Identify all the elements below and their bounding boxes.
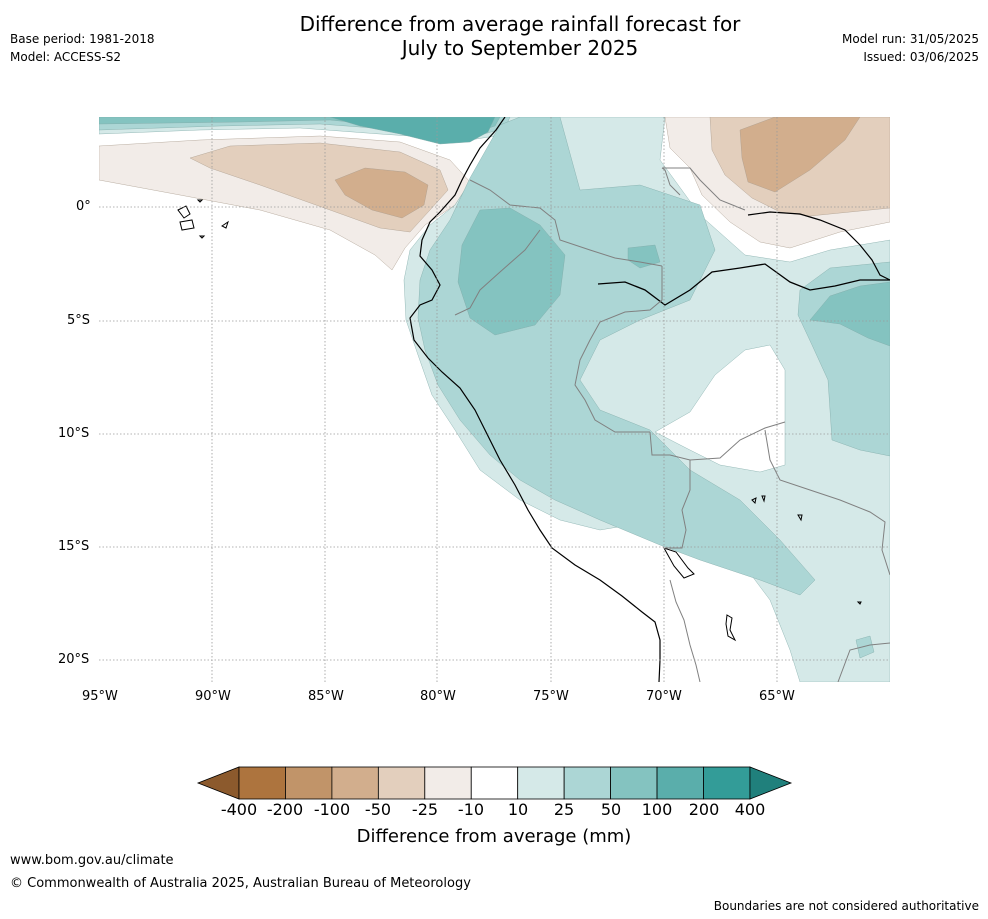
contour-east-50 <box>809 281 890 347</box>
lat-label-20s: 20°S <box>58 652 90 667</box>
disclaimer-text: Boundaries are not considered authoritat… <box>713 899 979 913</box>
colorbar-extension-high <box>749 766 793 800</box>
colorbar-bin <box>703 766 751 800</box>
colorbar-tick-label: 100 <box>641 800 673 819</box>
lat-label-10s: 10°S <box>58 426 90 441</box>
contour-north-band-100 <box>329 117 496 145</box>
colorbar-bin <box>424 766 472 800</box>
colorbar-tick-label: -10 <box>457 800 485 819</box>
colorbar-tick-label: 400 <box>734 800 766 819</box>
caribbean-coastline <box>747 211 890 281</box>
colorbar-tick-label: -200 <box>266 800 304 819</box>
contour-ocean-dry-50 <box>334 167 429 219</box>
contour-northeast-dry-50 <box>739 117 861 193</box>
colorbar-bin <box>377 766 426 800</box>
map-title-line1: Difference from average rainfall forecas… <box>299 12 741 36</box>
colorbar-bin <box>517 766 565 800</box>
map-title-line2: July to September 2025 <box>401 36 639 60</box>
colorbar-tick-label: 200 <box>688 800 720 819</box>
amazon-river <box>597 263 890 306</box>
colorbar-bin <box>610 766 658 800</box>
contour-south-patch <box>855 635 875 659</box>
contour-land-50 <box>457 207 566 336</box>
lon-label-65w: 65°W <box>759 689 795 704</box>
colorbar-tick-label: -25 <box>411 800 439 819</box>
map-title: Difference from average rainfall forecas… <box>190 12 850 60</box>
lat-label-5s: 5°S <box>67 313 91 328</box>
colorbar <box>196 766 793 800</box>
colorbar-tick-label: 50 <box>600 800 622 819</box>
issued-text: Issued: 03/06/2025 <box>863 50 979 64</box>
colorbar-title: Difference from average (mm) <box>356 826 632 847</box>
colorbar-bin <box>238 766 286 800</box>
base-period-text: Base period: 1981-2018 <box>10 32 155 46</box>
model-run-text: Model run: 31/05/2025 <box>841 32 979 46</box>
model-text: Model: ACCESS-S2 <box>10 50 122 64</box>
lon-label-95w: 95°W <box>82 689 118 704</box>
colorbar-tick-label: -100 <box>313 800 351 819</box>
lat-label-15s: 15°S <box>58 539 90 554</box>
colorbar-bin <box>331 766 379 800</box>
lon-label-90w: 90°W <box>195 689 231 704</box>
metadata-right: Model run: 31/05/2025 Issued: 03/06/2025 <box>842 30 979 66</box>
colorbar-tick-label: -50 <box>364 800 392 819</box>
website-link[interactable]: www.bom.gov.au/climate <box>10 853 174 868</box>
lat-label-0: 0° <box>76 199 91 214</box>
colorbar-extension-low <box>196 766 240 800</box>
south-america-coastline <box>409 117 661 682</box>
colorbar-tick-label: 10 <box>507 800 529 819</box>
lon-label-85w: 85°W <box>308 689 344 704</box>
colorbar-tick-label: 25 <box>553 800 575 819</box>
contour-bolivia-near-average <box>654 344 786 473</box>
colorbar-bin <box>470 766 519 800</box>
copyright-text: © Commonwealth of Australia 2025, Austra… <box>10 876 471 891</box>
colorbar-tick-label: -400 <box>220 800 258 819</box>
lake-outlines <box>662 495 862 642</box>
country-borders <box>454 167 890 682</box>
rainfall-anomaly-field <box>99 117 890 682</box>
colorbar-bin <box>563 766 612 800</box>
grid-lines <box>99 117 890 682</box>
metadata-left: Base period: 1981-2018 Model: ACCESS-S2 <box>10 30 155 66</box>
lon-label-75w: 75°W <box>533 689 569 704</box>
lon-label-80w: 80°W <box>420 689 456 704</box>
colorbar-bin <box>656 766 704 800</box>
colorbar-bin <box>285 766 333 800</box>
contour-land-50-small <box>627 244 661 269</box>
lon-label-70w: 70°W <box>646 689 682 704</box>
